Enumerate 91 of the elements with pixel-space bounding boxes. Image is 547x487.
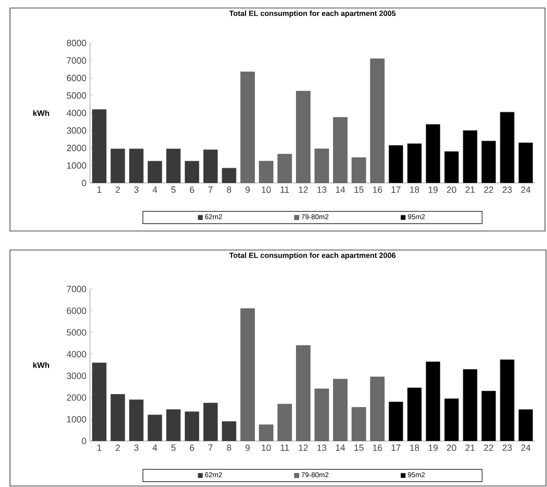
x-tick-label: 17	[392, 444, 400, 451]
bar	[444, 151, 459, 183]
y-tick-label: 1000	[67, 416, 86, 422]
bar	[388, 402, 404, 441]
y-tick-label: 2000	[66, 144, 86, 152]
bar	[444, 398, 459, 441]
x-tick-label: 5	[171, 186, 176, 193]
x-tick-label: 15	[354, 186, 364, 193]
y-tick-label: 7000	[66, 57, 86, 64]
x-tick-label: 10	[262, 186, 271, 193]
x-tick-label: 16	[373, 186, 382, 193]
x-tick-label: 11	[280, 444, 289, 451]
x-tick-label: 13	[317, 444, 326, 451]
x-tick-label: 5	[171, 444, 176, 451]
bar	[500, 359, 514, 441]
y-tick-label: 4000	[66, 350, 86, 358]
x-tick-label: 23	[502, 444, 512, 451]
y-axis-title: kWh	[33, 362, 50, 368]
y-tick-label: 0	[82, 180, 86, 186]
bar	[481, 140, 496, 183]
bar	[166, 409, 181, 441]
bar	[426, 124, 440, 183]
bar	[92, 362, 106, 441]
y-tick-label: 1000	[67, 162, 86, 169]
bar	[481, 390, 496, 441]
x-tick-label: 10	[262, 444, 271, 451]
x-tick-label: 14	[336, 186, 346, 193]
x-tick-label: 8	[226, 444, 232, 451]
x-tick-label: 7	[208, 186, 213, 193]
x-tick-label: 1	[97, 186, 102, 193]
y-tick-label: 0	[82, 438, 86, 444]
y-tick-label: 3000	[66, 372, 86, 380]
bar	[203, 402, 218, 441]
x-tick-label: 6	[190, 444, 194, 451]
y-tick-label: 6000	[66, 308, 86, 314]
x-tick-label: 1	[97, 444, 102, 451]
x-tick-label: 7	[208, 444, 213, 451]
x-tick-label: 9	[246, 186, 250, 193]
bar	[518, 142, 533, 183]
x-tick-label: 14	[336, 444, 346, 451]
bar	[518, 409, 533, 441]
bar	[462, 130, 478, 183]
x-tick-label: 3	[134, 444, 138, 451]
y-tick-label: 2000	[66, 394, 86, 401]
bar	[462, 369, 478, 441]
y-tick-label: 5000	[66, 92, 86, 99]
y-axis-title: kWh	[33, 110, 50, 116]
x-tick-label: 21	[466, 444, 475, 451]
x-tick-label: 20	[447, 444, 456, 451]
x-tick-label: 8	[226, 186, 232, 193]
x-tick-label: 4	[152, 186, 158, 193]
bar	[129, 400, 144, 441]
x-tick-label: 16	[373, 444, 382, 451]
x-tick-label: 11	[280, 186, 289, 193]
x-tick-label: 13	[317, 186, 326, 193]
x-tick-label: 21	[466, 186, 475, 193]
bar	[148, 414, 162, 441]
bar	[184, 412, 200, 441]
x-tick-label: 18	[410, 186, 420, 193]
x-tick-label: 19	[428, 444, 438, 451]
x-tick-label: 12	[298, 444, 308, 451]
x-tick-label: 3	[134, 186, 138, 193]
x-tick-label: 24	[521, 186, 530, 193]
x-tick-label: 2	[116, 444, 120, 451]
x-tick-label: 20	[447, 186, 456, 193]
bar	[388, 145, 404, 183]
bar	[426, 362, 440, 441]
x-tick-label: 19	[428, 186, 438, 193]
bar	[110, 394, 125, 441]
y-tick-label: 5000	[66, 329, 86, 336]
x-tick-label: 12	[298, 186, 308, 193]
x-tick-label: 4	[152, 444, 158, 451]
bar	[407, 143, 422, 183]
x-tick-label: 6	[190, 186, 194, 193]
x-tick-label: 15	[354, 444, 364, 451]
bar	[407, 388, 422, 441]
y-tick-label: 7000	[66, 286, 86, 292]
x-tick-label: 23	[502, 186, 512, 193]
x-tick-label: 17	[392, 186, 400, 193]
x-tick-label: 24	[521, 444, 530, 451]
x-tick-label: 9	[246, 444, 250, 451]
bar	[500, 112, 514, 183]
y-tick-label: 8000	[66, 40, 86, 46]
x-tick-label: 18	[410, 444, 420, 451]
y-tick-label: 4000	[66, 110, 86, 116]
x-tick-label: 2	[116, 186, 120, 193]
y-tick-label: 6000	[66, 74, 86, 82]
y-tick-label: 3000	[66, 127, 86, 134]
x-tick-label: 22	[484, 444, 494, 451]
x-tick-label: 22	[484, 186, 494, 193]
bar	[222, 421, 236, 441]
